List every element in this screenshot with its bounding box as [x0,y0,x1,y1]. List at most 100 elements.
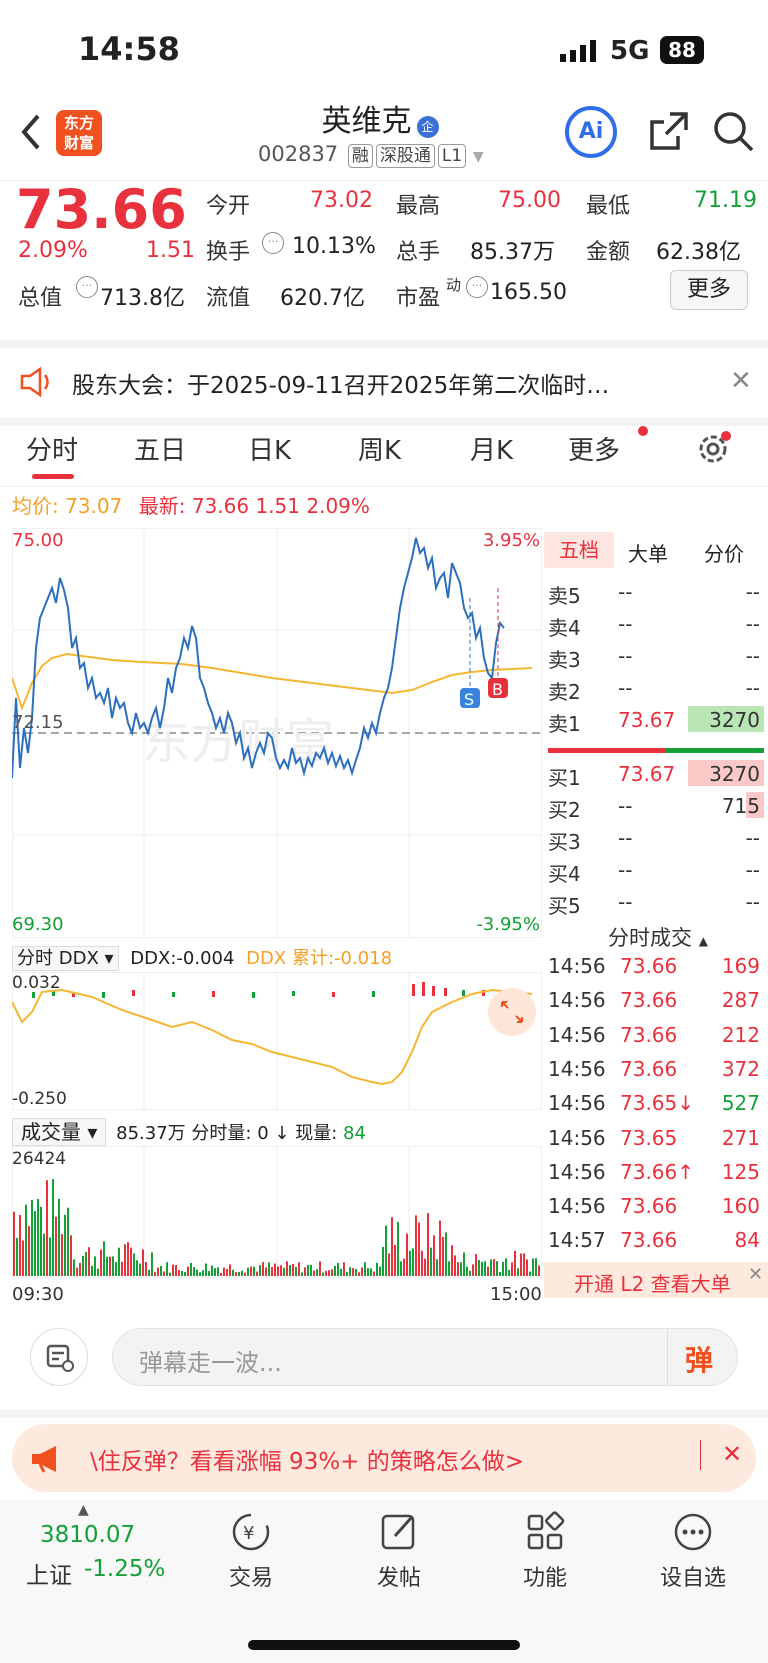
volume-bar [448,1261,450,1276]
volume-bar [130,1247,132,1276]
buy-marker[interactable] [488,678,508,698]
volume-period: 0 ↓ [257,1123,290,1144]
trade-time: 14:56 [548,954,606,978]
bid-row[interactable]: 买2 -- 715 [548,790,764,822]
volume-bar [97,1268,99,1276]
volume-bar [244,1272,246,1276]
tab-weekly-k[interactable]: 周K [358,436,402,466]
mcap-label: 总值 [18,286,63,311]
pct-top-label: 3.95% [483,530,540,551]
volume-bar [64,1214,66,1276]
volume-bar [400,1261,402,1276]
volume-bar [166,1262,168,1276]
volume-bar [31,1199,33,1276]
volume-bar [13,1211,15,1276]
tab-intraday[interactable]: 分时 [26,436,79,466]
volume-bar [112,1256,114,1276]
search-icon[interactable] [712,110,756,158]
status-time: 14:58 [78,30,180,68]
ask-price: -- [618,612,633,636]
volume-bar [253,1266,255,1276]
volume-selector[interactable]: 成交量 ▾ [12,1118,107,1146]
share-icon[interactable] [648,110,690,156]
dropdown-caret-icon[interactable]: ▼ [472,149,484,165]
orderbook-tab-five[interactable]: 五档 [544,532,614,568]
l2-banner[interactable]: 开通 L2 查看大单 ✕ [544,1262,768,1298]
orderbook-tab-price[interactable]: 分价 [704,542,744,566]
volume-bar [364,1262,366,1276]
volume-bar [517,1268,519,1276]
latest-change: 1.51 [255,494,300,518]
price-chart[interactable]: 东方财富 S B 75.00 72.15 69.30 3.95% -3.95% [12,528,542,938]
close-icon[interactable]: ✕ [730,366,752,396]
tab-five-day[interactable]: 五日 [134,436,187,466]
bid-level-label: 买2 [548,798,581,822]
index-widget[interactable]: ▲ 3810.07 上证 -1.25% [20,1500,170,1610]
ai-button[interactable]: Ai [565,106,617,158]
bid-row[interactable]: 买3 -- -- [548,822,764,854]
volume-bar [49,1237,51,1276]
trade-vol: 160 [721,1194,760,1219]
bid-row[interactable]: 买4 -- -- [548,854,764,886]
volume-bar [355,1269,357,1276]
ask-row[interactable]: 卖5 -- -- [548,576,764,608]
bid-row[interactable]: 买5 -- -- [548,886,764,918]
nav-trade[interactable]: ¥ 交易 [196,1510,306,1592]
volume-bar [208,1271,210,1276]
notice-bar[interactable]: 股东大会：于2025-09-11召开2025年第二次临时… ✕ [0,340,768,426]
volume-max-label: 26424 [12,1149,66,1169]
volume-bar [115,1262,117,1276]
info-dots-icon[interactable]: ··· [76,276,98,298]
expand-button[interactable] [488,988,536,1036]
l2-close-icon[interactable]: ✕ [748,1264,764,1285]
more-button[interactable]: 更多 [670,270,748,310]
l2-banner-text: 开通 L2 查看大单 [574,1272,731,1296]
nav-functions[interactable]: 功能 [490,1510,600,1592]
nav-post[interactable]: 发帖 [344,1510,454,1592]
danmu-input[interactable]: 弹幕走一波... 弹 [112,1328,738,1386]
more-dots-icon [674,1513,712,1551]
sell-marker[interactable] [460,688,480,708]
danmu-settings-button[interactable] [30,1328,88,1386]
promo-banner[interactable]: \住反弹？看看涨幅 93%+ 的策略怎么做> ✕ [0,1418,768,1504]
trade-vol: 169 [721,954,760,978]
ddx-chart[interactable]: 0.032 -0.250 [12,972,542,1110]
volume-bar [460,1262,462,1276]
volume-bar [205,1263,207,1276]
ask-row[interactable]: 卖3 -- -- [548,640,764,672]
tab-monthly-k[interactable]: 月K [470,436,514,466]
nav-watchlist[interactable]: 设自选 [638,1510,748,1592]
volume-bar [373,1271,375,1276]
ddx-selector[interactable]: 分时 DDX ▾ [12,946,119,971]
megaphone-icon [30,1444,70,1478]
bid-row[interactable]: 买1 73.67 3270 [548,758,764,790]
danmu-send-button[interactable]: 弹 [685,1344,714,1377]
volume-bar [430,1247,432,1276]
tab-daily-k[interactable]: 日K [248,436,292,466]
ask-row[interactable]: 卖1 73.67 3270 [548,704,764,736]
trade-price: 73.66↑ [620,1159,695,1184]
tab-more[interactable]: 更多 [568,436,621,466]
back-icon[interactable] [18,112,44,156]
spread-bar [548,748,764,753]
trades-title-label: 分时成交 [608,926,692,950]
ask-row[interactable]: 卖4 -- -- [548,608,764,640]
volume-chart[interactable]: 26424 [12,1146,542,1278]
volume-bar [298,1262,300,1276]
info-dots-icon[interactable]: ··· [262,232,284,254]
volume-bar [91,1265,93,1276]
ask-row[interactable]: 卖2 -- -- [548,672,764,704]
latest-label: 最新: [138,494,186,518]
orderbook-tab-big[interactable]: 大单 [628,542,668,566]
volume-bar [220,1272,222,1276]
trade-vol: 271 [721,1125,760,1150]
volume-bar [415,1215,417,1276]
promo-close-icon[interactable]: ✕ [722,1440,743,1468]
trades-title[interactable]: 分时成交 ▲ [608,922,708,952]
ask-price: 73.67 [618,708,676,732]
info-dots-icon[interactable]: ··· [466,276,488,298]
trade-price: 73.66 [620,1022,678,1047]
volume-bar [121,1261,123,1276]
settings-gear-icon[interactable] [694,430,732,472]
volume-bar [436,1259,438,1276]
